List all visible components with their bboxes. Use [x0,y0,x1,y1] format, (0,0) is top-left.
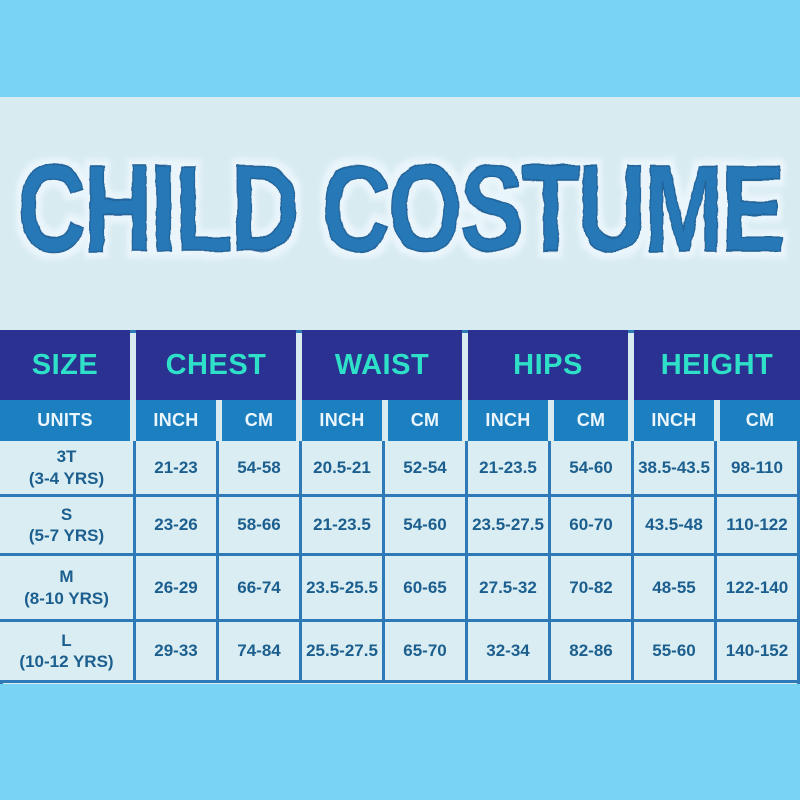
svg-text:CHILD COSTUME: CHILD COSTUME [17,140,782,278]
